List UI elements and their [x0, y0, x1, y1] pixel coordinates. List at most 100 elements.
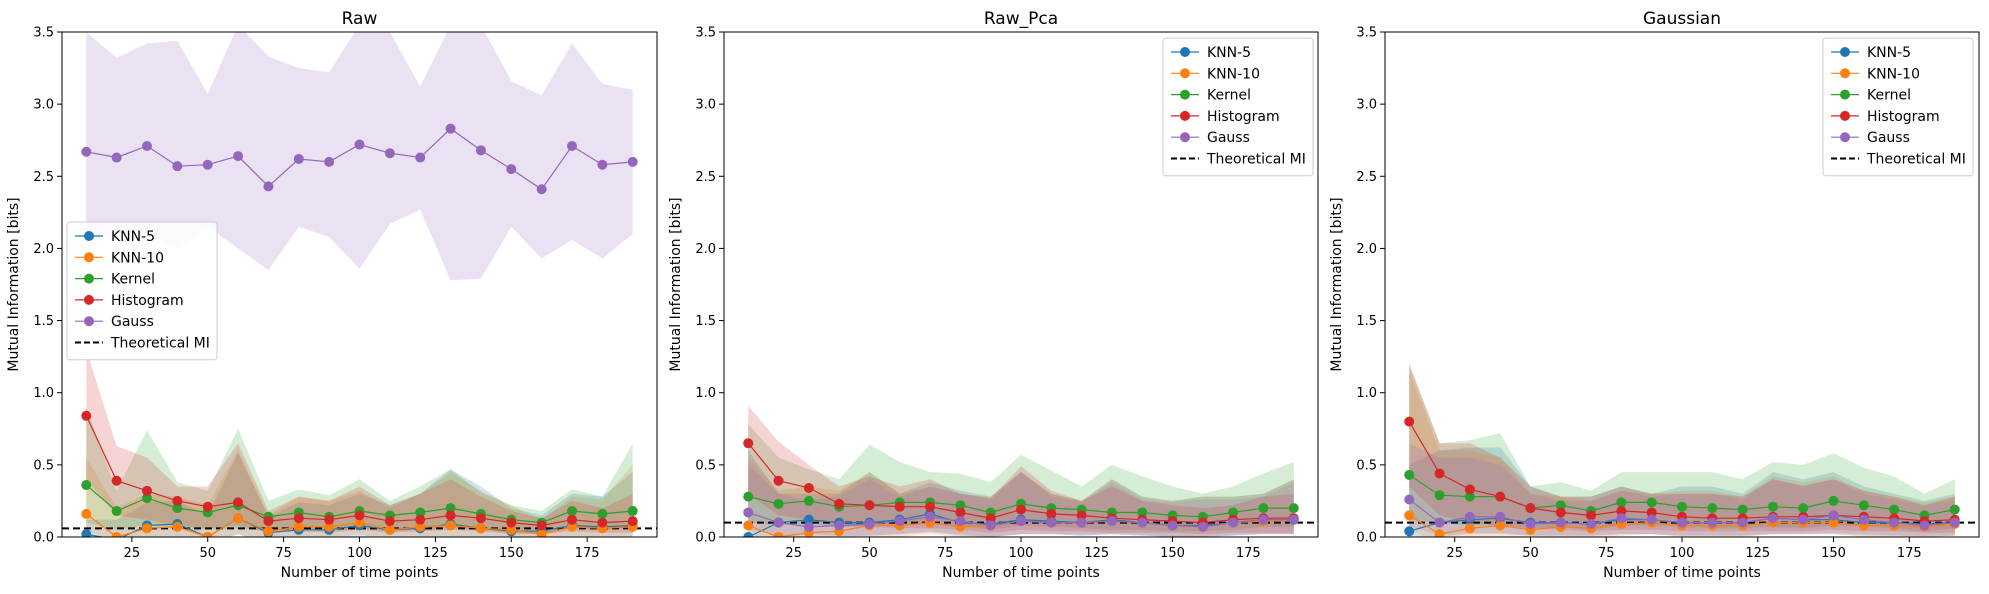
data-point [475, 513, 486, 524]
data-point [1495, 491, 1506, 502]
data-point [1434, 529, 1445, 537]
data-point [1858, 514, 1869, 525]
plot-area [724, 405, 1318, 537]
data-point [1586, 519, 1597, 530]
legend-entry: KNN-5 [1831, 45, 1911, 61]
y-tick-label: 1.0 [33, 386, 54, 401]
x-tick-label: 75 [275, 546, 292, 561]
y-tick-label: 2.0 [33, 242, 54, 257]
series-histogram [81, 410, 638, 531]
data-point [1228, 517, 1239, 528]
band-knn-10 [748, 457, 1294, 537]
data-point [384, 148, 395, 159]
y-axis-label: Mutual Information [bits] [1329, 197, 1345, 371]
data-point [1495, 511, 1506, 522]
legend-marker [1840, 89, 1850, 100]
y-tick-label: 0.0 [695, 531, 716, 546]
data-point [1464, 523, 1475, 534]
legend-entry: Theoretical MI [75, 336, 210, 352]
data-point [415, 514, 426, 525]
legend-label: Histogram [111, 293, 184, 309]
band-knn-10 [86, 450, 633, 537]
x-tick-label: 175 [1236, 546, 1261, 561]
legend-entry: KNN-10 [75, 250, 164, 266]
x-tick-label: 25 [1446, 546, 1463, 561]
legend-label: KNN-5 [1207, 45, 1251, 61]
legend-entry: KNN-10 [1831, 66, 1920, 82]
panel-title: Gaussian [1643, 9, 1721, 29]
data-point [1737, 517, 1748, 528]
x-axis-label: Number of time points [1603, 565, 1761, 581]
y-tick-label: 1.5 [695, 314, 716, 329]
x-tick-label: 50 [861, 546, 878, 561]
legend-label: Theoretical MI [1866, 152, 1966, 168]
data-point [985, 520, 996, 531]
data-point [743, 507, 754, 518]
y-tick-label: 2.0 [695, 242, 716, 257]
x-tick-label: 25 [785, 546, 802, 561]
data-point [1404, 469, 1415, 480]
series-gauss [81, 123, 638, 195]
x-tick-label: 75 [1598, 546, 1615, 561]
band-histogram [748, 405, 1294, 535]
legend-marker [1840, 68, 1850, 79]
data-point [864, 500, 875, 511]
data-point [81, 410, 92, 421]
legend-entry: Gauss [75, 314, 154, 330]
data-point [506, 164, 517, 175]
data-point [1258, 514, 1269, 525]
data-point [1137, 507, 1148, 518]
y-tick-label: 0.0 [1356, 531, 1377, 546]
data-point [803, 521, 814, 532]
data-point [354, 517, 365, 528]
legend-marker [1180, 132, 1190, 143]
legend-entry: Gauss [1171, 130, 1250, 146]
x-tick-label: 175 [1897, 546, 1922, 561]
data-point [172, 161, 183, 172]
data-point [1949, 504, 1960, 515]
x-tick-label: 50 [1522, 546, 1539, 561]
panel-title: Raw [342, 9, 378, 29]
data-point [111, 532, 122, 537]
data-point [925, 511, 936, 522]
legend-entry: Theoretical MI [1171, 152, 1306, 168]
data-point [1434, 468, 1445, 479]
data-point [415, 521, 426, 532]
data-point [1767, 501, 1778, 512]
x-tick-label: 150 [1821, 546, 1846, 561]
legend-entry: KNN-10 [1171, 66, 1260, 82]
x-tick-label: 25 [124, 546, 141, 561]
legend-marker [84, 252, 94, 263]
data-point [293, 513, 304, 524]
data-point [263, 516, 274, 527]
data-point [1046, 508, 1057, 519]
data-point [111, 475, 122, 486]
data-point [172, 495, 183, 506]
data-point [506, 524, 517, 535]
data-point [536, 529, 547, 537]
data-point [1707, 517, 1718, 528]
legend-entry: Kernel [1831, 88, 1911, 104]
data-point [1555, 507, 1566, 518]
legend-marker [84, 273, 94, 284]
data-point [1586, 510, 1597, 521]
plot-area [62, 32, 657, 537]
data-point [955, 500, 966, 511]
data-point [743, 438, 754, 449]
data-point [1767, 513, 1778, 524]
data-point [1404, 416, 1415, 427]
data-point [627, 516, 638, 527]
x-tick-label: 125 [1745, 546, 1770, 561]
y-tick-label: 2.0 [1356, 242, 1377, 257]
band-gauss [86, 32, 633, 281]
x-tick-label: 125 [423, 546, 448, 561]
x-tick-label: 75 [937, 546, 954, 561]
panel-3: 25 50 75 100 125 150 175 0.0 0.5 1.0 1.5 2.0 2.5 3.0 3… [1329, 9, 1980, 581]
legend-label: Gauss [111, 314, 154, 330]
legend-label: KNN-5 [1867, 45, 1911, 61]
panel-title: Raw_Pca [984, 9, 1058, 29]
data-point [536, 520, 547, 531]
data-point [1076, 510, 1087, 521]
legend-entry: Gauss [1831, 130, 1910, 146]
